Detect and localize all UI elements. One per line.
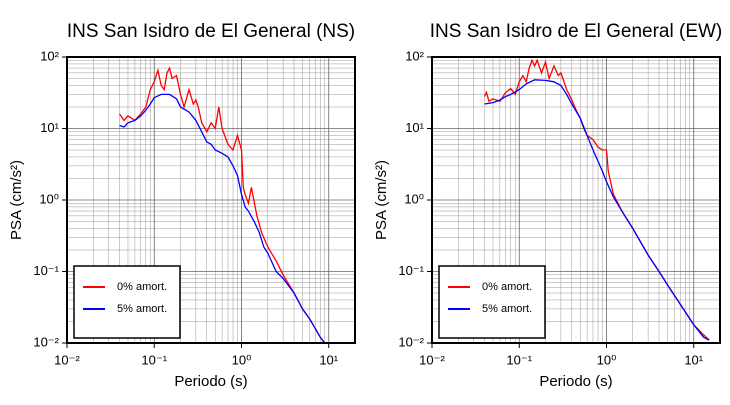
legend-label: 0% amort.: [482, 281, 532, 293]
y-tick-label: 10⁻²: [33, 334, 59, 349]
x-axis-label: Periodo (s): [539, 373, 612, 390]
legend-label: 0% amort.: [117, 281, 167, 293]
x-tick-label: 10⁻¹: [141, 352, 167, 367]
x-tick-label: 10⁻²: [419, 352, 445, 367]
y-tick-label: 10²: [405, 48, 424, 63]
x-axis-label: Periodo (s): [174, 373, 247, 390]
y-axis-label: PSA (cm/s²): [8, 160, 25, 240]
y-tick-label: 10²: [40, 48, 59, 63]
series-line: [484, 79, 710, 341]
x-tick-label: 10⁰: [232, 352, 252, 367]
chart-title: INS San Isidro de El General (NS): [67, 21, 355, 42]
x-tick-label: 10⁰: [597, 352, 617, 367]
x-tick-label: 10⁻¹: [506, 352, 532, 367]
legend-box: [438, 265, 546, 339]
legend-label: 5% amort.: [482, 303, 532, 315]
legend-box: [73, 265, 181, 339]
plot-frame: [431, 56, 721, 344]
series-line: [118, 66, 326, 344]
y-tick-label: 10¹: [405, 120, 424, 135]
plot-frame: [66, 56, 356, 344]
y-tick-label: 10⁰: [39, 191, 59, 206]
y-tick-label: 10⁻¹: [398, 263, 424, 278]
series-line: [119, 93, 326, 344]
y-axis-label: PSA (cm/s²): [373, 160, 390, 240]
y-tick-label: 10⁰: [404, 191, 424, 206]
y-tick-label: 10¹: [40, 120, 59, 135]
y-tick-label: 10⁻¹: [33, 263, 59, 278]
y-tick-label: 10⁻²: [398, 334, 424, 349]
x-tick-label: 10⁻²: [54, 352, 80, 367]
chart-title: INS San Isidro de El General (EW): [430, 21, 723, 42]
x-tick-label: 10¹: [684, 352, 703, 367]
legend-label: 5% amort.: [117, 303, 167, 315]
x-tick-label: 10¹: [319, 352, 338, 367]
